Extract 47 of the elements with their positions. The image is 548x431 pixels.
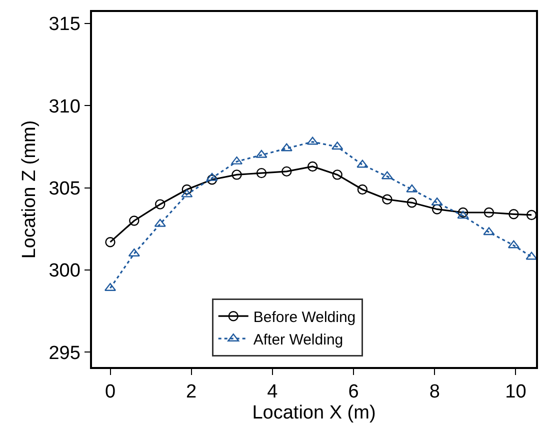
point <box>356 160 368 168</box>
point <box>206 174 218 185</box>
point <box>406 184 418 192</box>
point <box>306 136 318 145</box>
point <box>181 189 193 198</box>
point <box>526 210 536 220</box>
point <box>381 171 393 180</box>
y-axis-title: Location Z (mm) <box>19 120 40 259</box>
point <box>432 204 442 214</box>
point <box>232 170 242 180</box>
point <box>526 252 536 260</box>
legend-label: Before Welding <box>253 308 356 326</box>
point <box>332 142 344 150</box>
point <box>508 209 519 220</box>
point <box>508 240 520 248</box>
point <box>129 216 140 226</box>
point <box>406 198 418 208</box>
point <box>282 166 292 177</box>
point <box>256 150 268 158</box>
point <box>484 207 494 218</box>
legend-label: After Welding <box>253 331 344 348</box>
point <box>307 161 318 172</box>
y-tick-label: 295 <box>48 342 80 364</box>
point <box>458 207 468 218</box>
point <box>256 168 267 178</box>
point <box>280 143 292 152</box>
x-tick-label: 6 <box>348 382 359 403</box>
x-tick-label: 10 <box>505 382 526 403</box>
x-tick-label: 0 <box>104 382 116 403</box>
point <box>105 236 116 248</box>
x-tick-label: 8 <box>429 382 440 403</box>
y-tick-label: 315 <box>48 14 80 36</box>
point <box>483 227 495 236</box>
point <box>382 194 392 204</box>
y-tick-label: 310 <box>48 96 80 118</box>
y-tick-label: 305 <box>48 178 80 200</box>
point <box>154 218 166 227</box>
point <box>357 184 368 195</box>
point <box>182 184 192 195</box>
point <box>155 199 166 210</box>
point <box>332 170 342 180</box>
point <box>206 172 218 181</box>
point <box>457 210 469 219</box>
x-tick-label: 4 <box>267 382 278 403</box>
y-tick-label: 300 <box>48 260 80 282</box>
x-axis-title: Location X (m) <box>252 402 376 424</box>
x-tick-label: 2 <box>186 382 197 403</box>
